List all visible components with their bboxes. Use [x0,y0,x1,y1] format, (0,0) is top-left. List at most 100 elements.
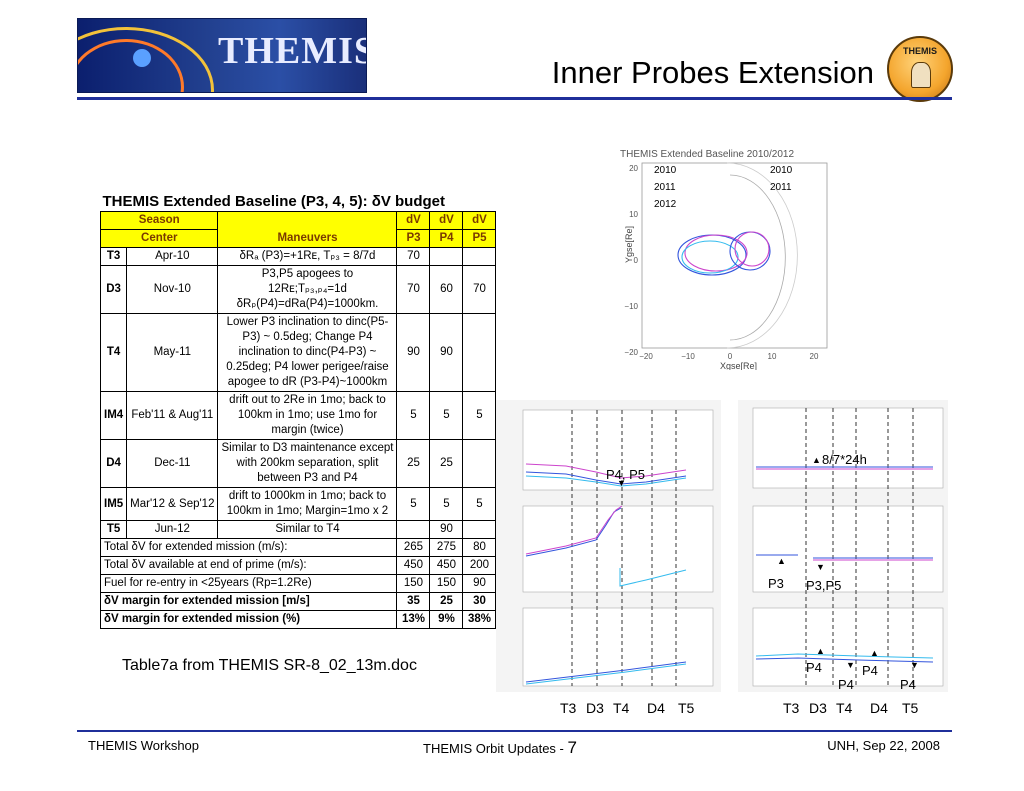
legend-right-0: 2010 [770,165,793,176]
right-panel-2 [752,505,944,593]
legend-left-0: 2010 [654,165,677,176]
event-label-t3: T3 [560,700,577,716]
cell-p3: 90 [396,313,431,392]
orbit-outer-2 [729,174,786,341]
page-title: Inner Probes Extension [551,55,874,90]
dv-budget-table: THEMIS Extended Baseline (P3, 4, 5): δV … [99,193,497,629]
cell-event: IM4 [99,391,128,440]
cell-event: T5 [99,520,128,539]
cell-p5 [462,439,497,488]
cell-date: May-11 [126,313,219,392]
cell-event: D3 [99,265,128,314]
cell-date: Mar'12 & Sep'12 [126,487,219,521]
cell-p3: 5 [396,391,431,440]
header-p3: P3 [396,229,431,248]
annotation-p3: P3 [768,576,784,591]
cell-p4: 5 [429,487,464,521]
total-p5: 200 [462,556,497,575]
orbit-ytick: −10 [624,302,638,311]
orbit-xtick: −20 [639,352,653,361]
total-row: δV margin for extended mission [m/s] 35 25… [99,592,497,611]
total-row: δV margin for extended mission (%) 13% 9% 3… [99,610,497,629]
orbits [677,162,798,349]
right-p3-cyan [755,653,934,659]
left-p3-blue [525,661,687,683]
total-label: Total δV for extended mission (m/s): [99,538,398,557]
orbit-ytick: 10 [629,210,638,219]
orbit-ytick: −20 [624,348,638,357]
cell-date: Nov-10 [126,265,219,314]
legend-left-2: 2012 [654,199,677,210]
left-parameter-plots [496,400,721,692]
cell-p5: 5 [462,391,497,440]
cell-maneuver: drift to 1000km in 1mo; back to 100km in… [217,487,398,521]
orbit-outer [726,162,798,349]
annotation-p4-d: P4 [900,677,916,692]
cell-p4: 60 [429,265,464,314]
orbit-xlabel: Xgse[Re] [720,361,757,370]
footer-left: THEMIS Workshop [88,738,200,753]
annotation-date-mark: 8/7*24h [822,452,867,467]
right-dashed-lines [805,408,914,686]
table-title: THEMIS Extended Baseline (P3, 4, 5): δV … [102,193,446,210]
total-p5: 30 [462,592,497,611]
header-rule [77,97,952,100]
annotation-p4-c: P4 [838,677,854,692]
cell-maneuver: Similar to T4 [217,520,398,539]
left-dashed-lines [571,410,677,686]
up-arrow-icon: ▲ [870,648,879,658]
badge-text: THEMIS [902,46,937,56]
down-arrow-icon: ▼ [617,478,626,488]
right-p3-blue [755,657,934,663]
table-row: T3 Apr-10 δRₐ (P3)=+1Rᴇ, Tₚ₃ = 8/7d 70 [99,247,497,266]
cell-p4: 90 [429,313,464,392]
event-label-d3-right: D3 [809,700,827,716]
orbit-ylabel: Ygse[Re] [624,226,634,263]
right-panel-1 [752,407,944,489]
cell-event: D4 [99,439,128,488]
header-dv-p4: dV [429,211,464,230]
total-p3: 150 [396,574,431,593]
total-p4: 25 [429,592,464,611]
annotation-p4-p5: P4, P5 [606,467,646,482]
table-row: T5 Jun-12 Similar to T4 90 [99,520,497,539]
left-p3-cyan [525,663,687,685]
orbit-xtick: −10 [681,352,695,361]
cell-p4: 5 [429,391,464,440]
event-label-d4: D4 [647,700,665,716]
total-p5: 80 [462,538,497,557]
orbit-ytick: 20 [629,164,638,173]
total-p4: 450 [429,556,464,575]
cell-date: Jun-12 [126,520,219,539]
event-label-t3-right: T3 [783,700,800,716]
cell-p3: 70 [396,265,431,314]
cell-p3: 5 [396,487,431,521]
cell-maneuver: P3,P5 apogees to 12Rᴇ;Tₚ₃,ₚ₄=1d δRₚ(P4)=… [217,265,398,314]
earth-icon [133,49,151,67]
cell-event: T4 [99,313,128,392]
page-number: 7 [567,738,577,757]
cell-p5: 70 [462,265,497,314]
cell-p4: 90 [429,520,464,539]
table-row: IM5 Mar'12 & Sep'12 drift to 1000km in 1mo… [99,487,497,521]
left-p2-magenta [525,505,623,555]
cell-event: T3 [99,247,128,266]
orbit-xtick: 10 [768,352,777,361]
table-caption: Table7a from THEMIS SR-8_02_13m.doc [122,657,417,674]
orbit-plot: THEMIS Extended Baseline 2010/2012 20100… [620,149,828,370]
total-p5: 38% [462,610,497,629]
cell-p5 [462,520,497,539]
up-arrow-icon: ▲ [816,646,825,656]
total-label: δV margin for extended mission [m/s] [99,592,398,611]
up-arrow-icon: ▲ [812,455,821,465]
left-p2-cyan [619,568,687,587]
logo-text: THEMIS [218,30,367,72]
footer-center: THEMIS Orbit Updates - 7 [423,738,577,758]
cell-p5 [462,247,497,266]
table-row: T4 May-11 Lower P3 inclination to dinc(P5-… [99,313,497,392]
event-label-t5: T5 [678,700,695,716]
down-arrow-icon: ▼ [846,660,855,670]
annotation-p3-p5: P3,P5 [806,578,842,593]
total-row: Total δV available at end of prime (m/s)… [99,556,497,575]
annotation-p4-a: P4 [806,660,822,675]
